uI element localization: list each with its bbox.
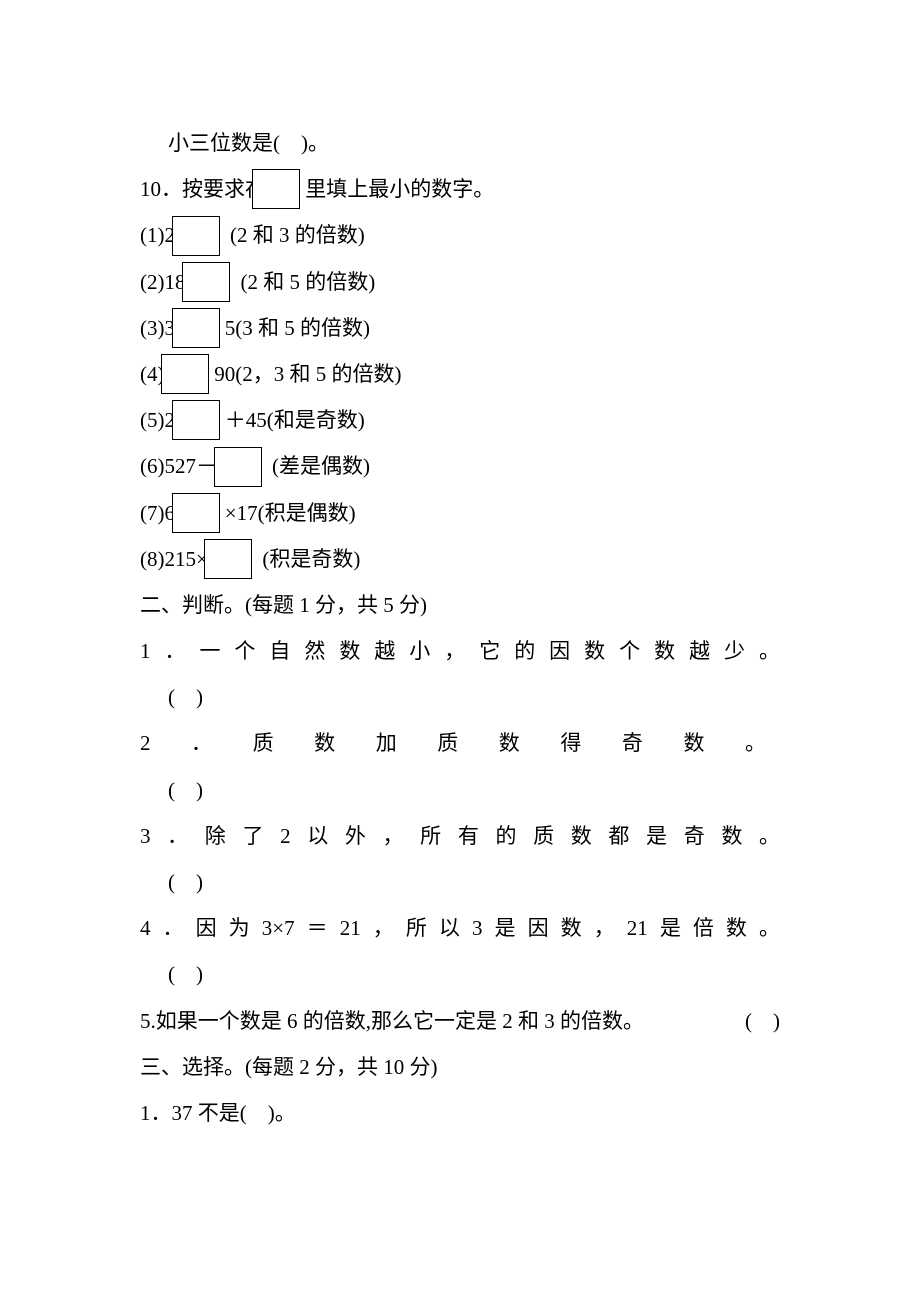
text-post: ＋45(和是奇数) [225, 408, 365, 432]
text-pre: (8)215× [140, 547, 208, 571]
s2-q1-blank: ( ) [140, 674, 780, 720]
s2-q1-text: 1．一个自然数越小，它的因数个数越少。 [140, 628, 780, 674]
q10-stem-after: 里填上最小的数字。 [300, 177, 494, 201]
input-box-icon [172, 400, 220, 440]
section-2-heading: 二、判断。(每题 1 分，共 5 分) [140, 582, 780, 628]
q10-item-3: (3)30 5(3 和 5 的倍数) [140, 305, 780, 351]
s2-q4: 4．因为3×7＝21，所以3是因数，21是倍数。 [140, 905, 780, 951]
input-box-icon [161, 354, 209, 394]
s3-q1: 1．37 不是( )。 [140, 1090, 780, 1136]
q10-item-7: (7)63 ×17(积是偶数) [140, 490, 780, 536]
s2-q4-blank: ( ) [140, 951, 780, 997]
q10-stem-before: 10．按要求在 [140, 177, 266, 201]
input-box-icon [252, 169, 300, 209]
s2-q5: 5.如果一个数是 6 的倍数,那么它一定是 2 和 3 的倍数。 ( ) [140, 998, 780, 1044]
s2-q3-blank: ( ) [140, 859, 780, 905]
q10-item-5: (5)23 ＋45(和是奇数) [140, 397, 780, 443]
s2-q3: 3．除了2以外，所有的质数都是奇数。 [140, 813, 780, 859]
q10-item-2: (2)185 (2 和 5 的倍数) [140, 259, 780, 305]
s2-q2-blank: ( ) [140, 767, 780, 813]
text-post: 5(3 和 5 的倍数) [225, 316, 370, 340]
document-page: 小三位数是( )。 10．按要求在 里填上最小的数字。 (1)26 (2 和 3… [0, 0, 920, 1302]
input-box-icon [172, 216, 220, 256]
s2-q3-text: 3．除了2以外，所有的质数都是奇数。 [140, 813, 780, 859]
q10-item-1: (1)26 (2 和 3 的倍数) [140, 212, 780, 258]
input-box-icon [182, 262, 230, 302]
s2-q2: 2．质数加质数得奇数。 [140, 720, 780, 766]
text-post: (积是奇数) [262, 547, 360, 571]
text-post: ×17(积是偶数) [225, 501, 356, 525]
input-box-icon [172, 493, 220, 533]
s2-q5-text: 5.如果一个数是 6 的倍数,那么它一定是 2 和 3 的倍数。 [140, 998, 644, 1044]
section-3-heading: 三、选择。(每题 2 分，共 10 分) [140, 1044, 780, 1090]
text-post: 90(2，3 和 5 的倍数) [214, 362, 401, 386]
input-box-icon [204, 539, 252, 579]
s2-q2-text: 2．质数加质数得奇数。 [140, 720, 780, 766]
text-post: (2 和 3 的倍数) [230, 223, 365, 247]
input-box-icon [214, 447, 262, 487]
s2-q4-text: 4．因为3×7＝21，所以3是因数，21是倍数。 [140, 905, 780, 951]
q10-item-4: (4)7 90(2，3 和 5 的倍数) [140, 351, 780, 397]
input-box-icon [172, 308, 220, 348]
q10-stem: 10．按要求在 里填上最小的数字。 [140, 166, 780, 212]
q10-item-6: (6)527－1 (差是偶数) [140, 443, 780, 489]
text-post: (2 和 5 的倍数) [241, 270, 376, 294]
q10-item-8: (8)215× (积是奇数) [140, 536, 780, 582]
fragment-top: 小三位数是( )。 [140, 120, 780, 166]
s2-q1: 1．一个自然数越小，它的因数个数越少。 [140, 628, 780, 674]
text-post: (差是偶数) [272, 454, 370, 478]
s2-q5-blank: ( ) [745, 998, 780, 1044]
